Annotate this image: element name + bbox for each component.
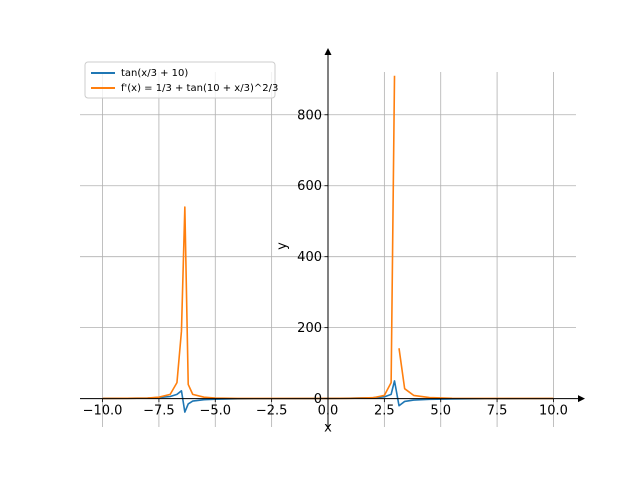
x-tick-label: 0.0 bbox=[318, 404, 339, 419]
x-axis-arrow bbox=[578, 395, 585, 403]
y-tick-label: 0 bbox=[314, 392, 322, 407]
x-tick-label: −5.0 bbox=[199, 404, 231, 419]
x-axis-label: x bbox=[324, 421, 332, 436]
ticks-layer: −10.0 −7.5 −5.0 −2.5 0.0 2.5 5.0 7.5 10.0 0 200 400… bbox=[83, 108, 568, 418]
y-tick-label: 400 bbox=[297, 250, 322, 265]
legend-label-tan: tan(x/3 + 10) bbox=[121, 68, 188, 79]
x-tick-label: −2.5 bbox=[256, 404, 288, 419]
legend-box bbox=[84, 61, 276, 99]
axes-layer bbox=[80, 48, 585, 427]
y-axis-label: y bbox=[275, 242, 290, 250]
y-axis-arrow bbox=[324, 48, 332, 55]
series-line-1-segment-0 bbox=[102, 75, 396, 400]
legend-label-derivative: f'(x) = 1/3 + tan(10 + x/3)^2/3 bbox=[121, 83, 278, 94]
x-tick-label: 2.5 bbox=[374, 404, 395, 419]
x-tick-label: 5.0 bbox=[430, 404, 451, 419]
y-tick-label: 800 bbox=[297, 108, 322, 123]
x-tick-label: −10.0 bbox=[83, 404, 123, 419]
x-tick-label: −7.5 bbox=[143, 404, 175, 419]
y-tick-label: 200 bbox=[297, 321, 322, 336]
series-line-1-segment-1 bbox=[398, 348, 554, 400]
legend: tan(x/3 + 10) f'(x) = 1/3 + tan(10 + x/3… bbox=[84, 61, 278, 99]
y-tick-label: 600 bbox=[297, 179, 322, 194]
x-tick-label: 10.0 bbox=[539, 404, 568, 419]
x-tick-label: 7.5 bbox=[487, 404, 508, 419]
